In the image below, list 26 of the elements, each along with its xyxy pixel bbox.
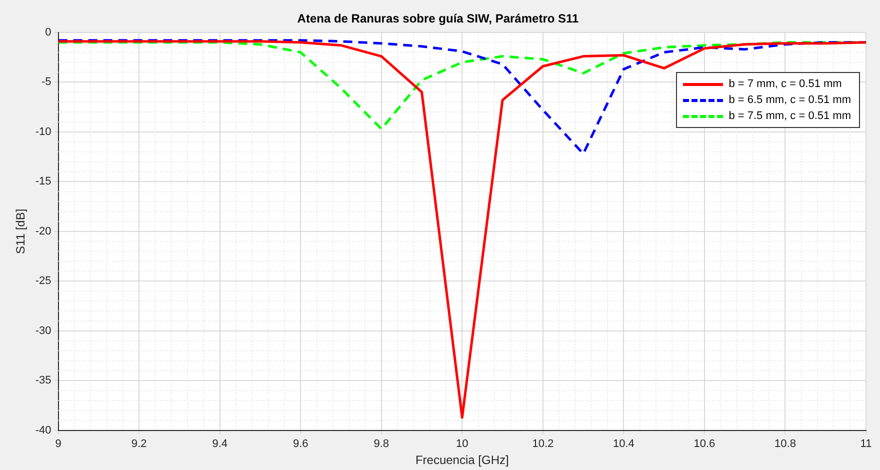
y-axis-title: S11 [dB] [14,208,28,254]
chart-title: Atena de Ranuras sobre guía SIW, Parámetro S11 [297,12,580,26]
y-tick-label: -20 [35,225,52,238]
x-tick-label: 9.4 [212,438,228,450]
x-tick-label: 9 [55,438,62,450]
legend-label: b = 6.5 mm, c = 0.51 mm [728,94,851,106]
y-tick-label: 0 [45,26,52,38]
legend-label: b = 7.5 mm, c = 0.51 mm [728,110,851,122]
x-tick-label: 10.8 [774,438,796,450]
legend-label: b = 7 mm, c = 0.51 mm [728,78,842,90]
y-tick-label: -10 [35,126,52,138]
x-tick-label: 10.2 [532,438,554,450]
y-tick-label: -35 [35,374,52,387]
x-tick-label: 10 [456,438,468,450]
x-tick-label: 11 [860,438,872,450]
x-tick-label: 9.8 [374,438,390,450]
x-tick-label: 10.4 [612,438,634,450]
x-tick-label: 9.2 [131,438,147,450]
y-tick-label: -5 [42,76,52,88]
y-tick-label: -40 [35,424,52,436]
y-tick-label: -30 [35,324,52,337]
x-tick-label: 9.6 [292,438,308,450]
x-axis-title: Frecuencia [GHz] [415,453,509,468]
y-tick-label: -15 [35,176,52,188]
y-tick-label: -25 [35,275,52,288]
x-tick-label: 10.6 [694,438,716,450]
